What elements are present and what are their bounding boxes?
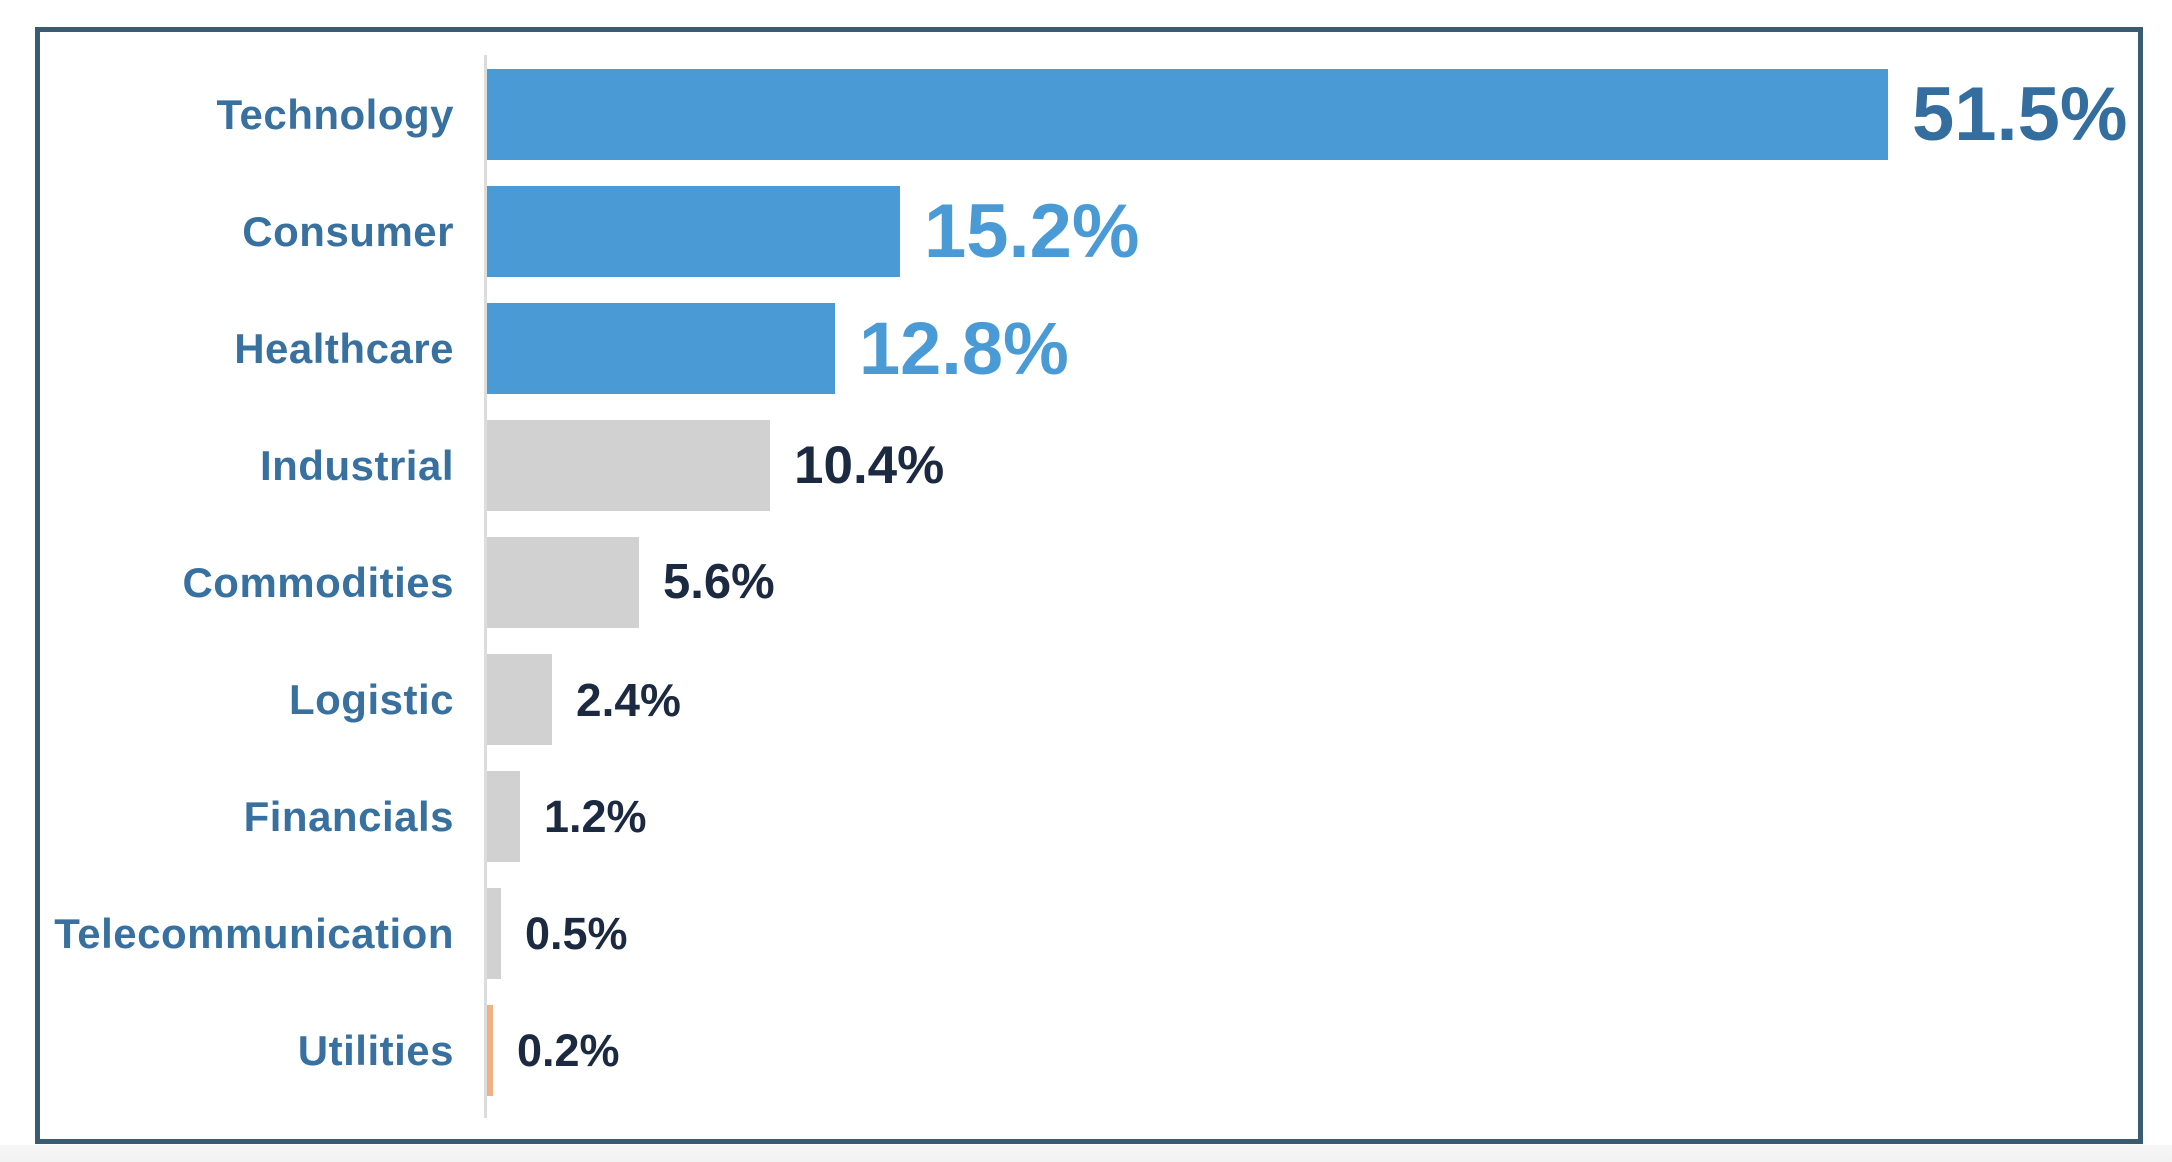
category-label: Financials — [243, 792, 454, 840]
chart-row: Telecommunication 0.5% — [40, 888, 2138, 979]
category-label: Commodities — [182, 558, 454, 606]
category-label: Logistic — [288, 675, 454, 723]
bar — [487, 303, 835, 394]
footer-strip — [0, 1145, 2172, 1162]
bar-chart-rows: Technology 51.5% Consumer 15.2% Healthca… — [40, 69, 2138, 1122]
bar — [487, 69, 1888, 160]
value-label: 0.2% — [517, 1025, 620, 1076]
bar-zone: 1.2% — [487, 771, 2138, 862]
bar — [487, 654, 552, 745]
chart-row: Healthcare 12.8% — [40, 303, 2138, 394]
chart-row: Consumer 15.2% — [40, 186, 2138, 277]
bar-zone: 2.4% — [487, 654, 2138, 745]
bar-zone: 12.8% — [487, 303, 2138, 394]
chart-row: Industrial 10.4% — [40, 420, 2138, 511]
bar-zone: 5.6% — [487, 537, 2138, 628]
chart-row: Utilities 0.2% — [40, 1005, 2138, 1096]
bar-zone: 10.4% — [487, 420, 2138, 511]
bar — [487, 537, 639, 628]
bar — [487, 888, 501, 979]
category-label: Telecommunication — [54, 909, 454, 957]
category-label: Technology — [216, 90, 454, 138]
chart-row: Commodities 5.6% — [40, 537, 2138, 628]
chart-frame: Technology 51.5% Consumer 15.2% Healthca… — [35, 27, 2143, 1144]
value-label: 15.2% — [924, 188, 1140, 274]
value-label: 10.4% — [794, 436, 945, 495]
bar-zone: 0.5% — [487, 888, 2138, 979]
bar — [487, 186, 900, 277]
category-axis-line — [484, 55, 487, 1118]
bar-zone: 51.5% — [487, 69, 2138, 160]
value-label: 12.8% — [859, 306, 1069, 390]
chart-row: Financials 1.2% — [40, 771, 2138, 862]
value-label: 51.5% — [1912, 71, 2128, 157]
value-label: 5.6% — [663, 555, 775, 609]
category-label: Consumer — [242, 207, 454, 255]
category-label: Industrial — [259, 441, 454, 489]
category-label: Healthcare — [234, 324, 454, 372]
value-label: 2.4% — [576, 673, 681, 726]
bar-zone: 15.2% — [487, 186, 2138, 277]
bar — [487, 771, 520, 862]
chart-row: Technology 51.5% — [40, 69, 2138, 160]
value-label: 1.2% — [544, 791, 647, 842]
bar — [487, 1005, 493, 1096]
value-label: 0.5% — [525, 908, 628, 959]
bar — [487, 420, 770, 511]
chart-row: Logistic 2.4% — [40, 654, 2138, 745]
bar-zone: 0.2% — [487, 1005, 2138, 1096]
category-label: Utilities — [297, 1026, 454, 1074]
